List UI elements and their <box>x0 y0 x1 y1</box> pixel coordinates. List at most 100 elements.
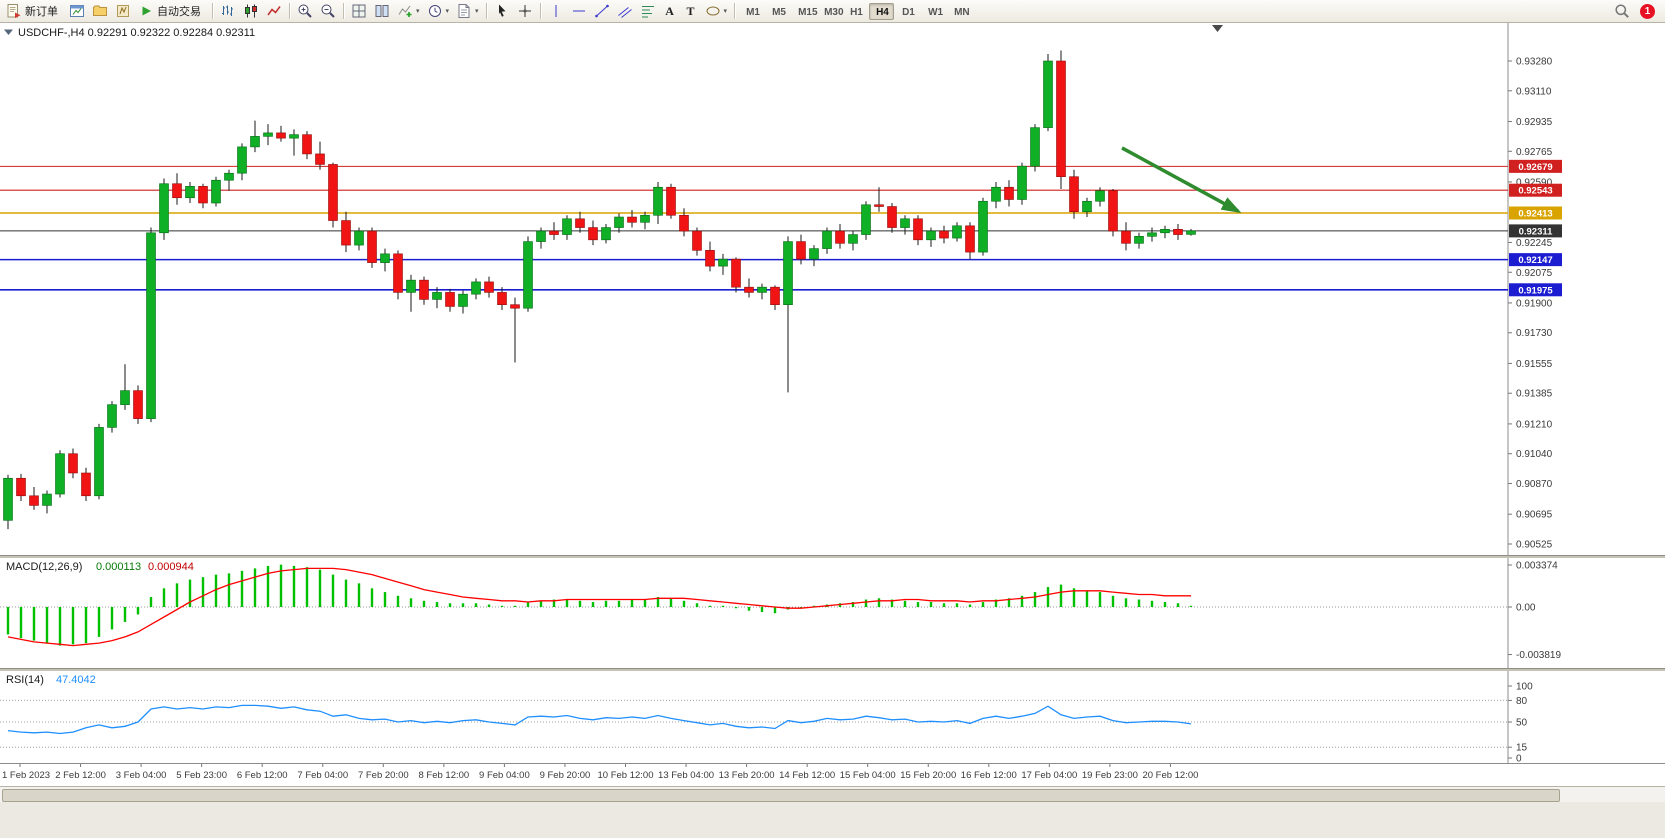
candle <box>1018 166 1027 199</box>
candle <box>30 496 39 506</box>
one-click-trading-toggle[interactable] <box>4 30 13 36</box>
candle <box>69 454 78 473</box>
templates-button[interactable]: ▾ <box>453 2 482 21</box>
time-axis-label: 8 Feb 12:00 <box>418 770 469 781</box>
time-axis-label: 15 Feb 20:00 <box>900 770 956 781</box>
candle <box>771 287 780 305</box>
candle <box>849 235 858 244</box>
price-tag-label: 0.92311 <box>1519 226 1554 237</box>
channel-icon <box>617 3 633 19</box>
channel-button[interactable] <box>614 2 636 21</box>
macd-plot[interactable]: 0.0033740.00-0.003819MACD(12,26,9)0.0001… <box>0 558 1665 668</box>
chart-window: 0.932800.931100.929350.927650.925900.922… <box>0 23 1665 786</box>
text-tool-button[interactable]: A <box>660 2 680 21</box>
auto-trading-button[interactable]: 自动交易 <box>135 2 208 21</box>
time-axis-label: 16 Feb 12:00 <box>961 770 1017 781</box>
toolbar-separator <box>734 3 735 19</box>
time-axis-plot[interactable]: 1 Feb 20232 Feb 12:003 Feb 04:005 Feb 23… <box>0 763 1665 786</box>
period-button-m5[interactable]: M5 <box>765 3 790 20</box>
candle <box>693 231 702 250</box>
zoom-out-button[interactable] <box>317 2 339 21</box>
vertical-line-button[interactable] <box>545 2 567 21</box>
profiles-button[interactable] <box>89 2 111 21</box>
horizontal-line-button[interactable] <box>568 2 590 21</box>
chart-shift-marker[interactable] <box>1212 25 1223 32</box>
candlestick-chart-icon <box>243 3 259 19</box>
price-plot[interactable]: 0.932800.931100.929350.927650.925900.922… <box>0 23 1665 555</box>
cursor-button[interactable] <box>491 2 513 21</box>
crosshair-button[interactable] <box>514 2 536 21</box>
line-chart-button[interactable] <box>263 2 285 21</box>
candle <box>160 184 169 233</box>
trendline-icon <box>594 3 610 19</box>
candle <box>732 259 741 287</box>
candle <box>979 201 988 252</box>
trendline-button[interactable] <box>591 2 613 21</box>
macd-axis-label: 0.003374 <box>1516 560 1558 571</box>
candle <box>17 478 26 496</box>
metaeditor-button[interactable] <box>112 2 134 21</box>
candle <box>121 391 130 405</box>
period-button-mn[interactable]: MN <box>947 3 972 20</box>
candle <box>667 187 676 215</box>
candle <box>901 219 910 228</box>
indicators-button[interactable]: ▾ <box>394 2 423 21</box>
period-button-m15[interactable]: M15 <box>791 3 816 20</box>
period-button-h1[interactable]: H1 <box>843 3 868 20</box>
candle <box>602 228 611 240</box>
candle <box>446 292 455 306</box>
candle <box>1187 231 1196 235</box>
tile-windows-icon <box>374 3 390 19</box>
period-button-w1[interactable]: W1 <box>921 3 946 20</box>
new-order-button[interactable]: 新订单 <box>3 2 65 21</box>
candle <box>615 217 624 228</box>
period-button-m1[interactable]: M1 <box>739 3 764 20</box>
periods-list-button[interactable]: ▾ <box>424 2 453 21</box>
arrange-windows-button[interactable] <box>348 2 370 21</box>
period-button-d1[interactable]: D1 <box>895 3 920 20</box>
text-label-button[interactable]: T <box>681 2 701 21</box>
price-tag-label: 0.92679 <box>1518 162 1552 173</box>
notification-badge[interactable]: 1 <box>1640 4 1655 19</box>
shapes-button[interactable]: ▾ <box>702 2 731 21</box>
candle <box>511 305 520 309</box>
new-chart-button[interactable] <box>66 2 88 21</box>
trend-arrow-annotation[interactable] <box>1122 148 1238 211</box>
candle <box>303 135 312 154</box>
candle <box>1096 191 1105 202</box>
candle <box>862 205 871 235</box>
candle <box>628 217 637 222</box>
horizontal-scrollbar[interactable] <box>0 786 1665 802</box>
bar-chart-button[interactable] <box>217 2 239 21</box>
rsi-plot[interactable]: 1008050150RSI(14)47.4042 <box>0 671 1665 763</box>
price-axis-label: 0.92765 <box>1516 147 1553 158</box>
price-tag-label: 0.92413 <box>1518 209 1552 220</box>
time-axis-label: 7 Feb 20:00 <box>358 770 409 781</box>
candle <box>563 219 572 235</box>
shapes-ellipse-icon <box>705 3 721 19</box>
candle <box>251 136 260 147</box>
candle <box>381 254 390 263</box>
price-axis-label: 0.92075 <box>1516 268 1553 279</box>
period-button-m30[interactable]: M30 <box>817 3 842 20</box>
candlestick-chart-button[interactable] <box>240 2 262 21</box>
zoom-in-button[interactable] <box>294 2 316 21</box>
scrollbar-thumb[interactable] <box>2 789 1560 802</box>
horizontal-line-icon <box>571 3 587 19</box>
price-axis-label: 0.90525 <box>1516 540 1553 551</box>
candle <box>810 249 819 260</box>
fibonacci-button[interactable] <box>637 2 659 21</box>
search-button[interactable] <box>1611 2 1633 21</box>
rsi-axis-label: 0 <box>1516 754 1522 764</box>
chevron-down-icon: ▾ <box>724 8 728 15</box>
candle <box>719 259 728 266</box>
price-tag-label: 0.92147 <box>1518 255 1552 266</box>
candle <box>199 186 208 203</box>
tile-windows-button[interactable] <box>371 2 393 21</box>
period-button-h4[interactable]: H4 <box>869 3 894 20</box>
price-axis-label: 0.90870 <box>1516 479 1553 490</box>
crosshair-icon <box>517 3 533 19</box>
toolbar-separator <box>540 3 541 19</box>
auto-trading-label: 自动交易 <box>157 3 201 19</box>
candle <box>758 287 767 292</box>
